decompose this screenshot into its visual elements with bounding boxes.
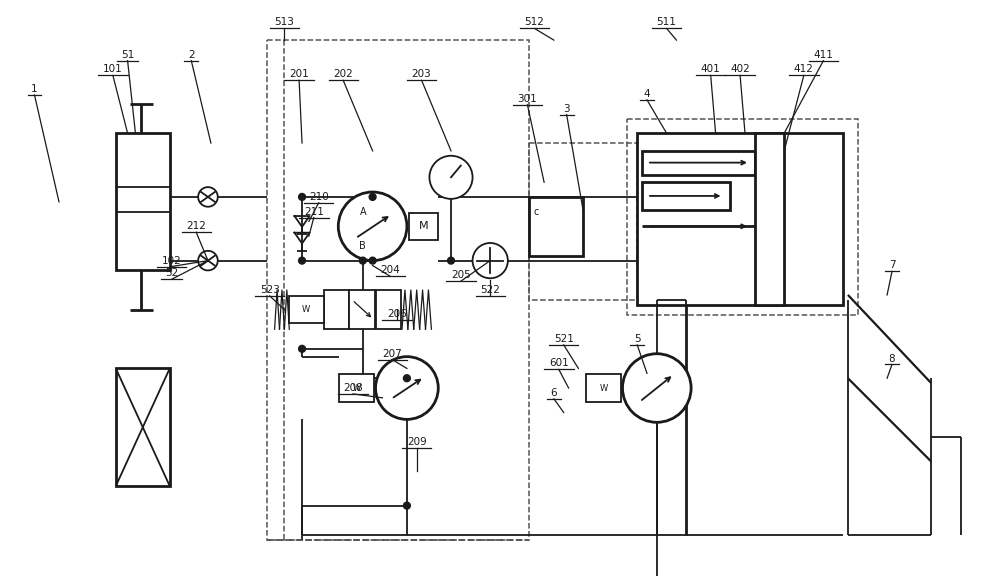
Text: M: M [419, 221, 428, 231]
Text: 523: 523 [260, 285, 280, 295]
Bar [324, 290, 349, 329]
Text: 210: 210 [309, 192, 329, 202]
Bar [627, 119, 858, 314]
Circle shape [198, 251, 218, 271]
Bar [409, 212, 438, 240]
Bar [529, 143, 637, 300]
Bar [267, 40, 529, 540]
Text: 205: 205 [451, 270, 471, 280]
Circle shape [299, 345, 305, 352]
Text: 101: 101 [103, 65, 123, 74]
Text: 102: 102 [162, 255, 182, 265]
Text: W: W [302, 305, 310, 314]
Text: 202: 202 [333, 69, 353, 79]
Circle shape [403, 502, 410, 509]
Text: 1: 1 [31, 84, 38, 94]
Circle shape [359, 257, 366, 264]
Circle shape [338, 192, 407, 261]
Text: 411: 411 [813, 49, 833, 60]
Bar [642, 182, 730, 210]
Bar [586, 374, 621, 402]
Text: 521: 521 [554, 334, 574, 344]
Text: 412: 412 [794, 65, 814, 74]
Text: 7: 7 [889, 260, 895, 271]
Circle shape [198, 187, 218, 207]
Circle shape [622, 354, 691, 423]
Text: 511: 511 [657, 17, 677, 27]
Bar [637, 133, 843, 305]
Bar [529, 197, 583, 255]
Text: W: W [353, 384, 361, 392]
Circle shape [448, 257, 454, 264]
Text: 601: 601 [549, 359, 569, 368]
Bar [642, 151, 755, 175]
Bar [339, 374, 374, 402]
Text: 301: 301 [518, 94, 537, 104]
Text: 512: 512 [524, 17, 544, 27]
Bar [376, 290, 401, 329]
Text: W: W [600, 384, 608, 392]
Text: 3: 3 [563, 104, 570, 113]
Text: 51: 51 [121, 49, 134, 60]
Circle shape [299, 257, 305, 264]
Text: 2: 2 [188, 49, 195, 60]
Text: 513: 513 [274, 17, 294, 27]
Circle shape [299, 193, 305, 200]
Circle shape [473, 243, 508, 278]
Text: 8: 8 [889, 353, 895, 364]
Bar [116, 368, 170, 486]
Text: 208: 208 [343, 383, 363, 393]
Circle shape [403, 375, 410, 382]
Text: 5: 5 [634, 334, 641, 344]
Bar [755, 133, 784, 305]
Circle shape [369, 193, 376, 200]
Text: 401: 401 [701, 65, 721, 74]
Text: 207: 207 [382, 349, 402, 359]
Text: 204: 204 [380, 265, 400, 275]
Bar [116, 133, 170, 271]
Circle shape [369, 257, 376, 264]
Text: 211: 211 [304, 207, 324, 217]
Bar [349, 290, 375, 329]
Circle shape [429, 156, 473, 199]
Text: 4: 4 [644, 89, 650, 99]
Text: 206: 206 [387, 310, 407, 320]
Text: 209: 209 [407, 437, 427, 447]
Text: 522: 522 [480, 285, 500, 295]
Text: 402: 402 [730, 65, 750, 74]
Text: 52: 52 [165, 268, 178, 278]
Text: 201: 201 [289, 69, 309, 79]
Text: 6: 6 [551, 388, 557, 398]
Bar [289, 296, 324, 324]
Text: B: B [359, 241, 366, 251]
Text: A: A [359, 207, 366, 217]
Text: 203: 203 [412, 69, 431, 79]
Text: c: c [534, 207, 539, 217]
Circle shape [376, 357, 438, 420]
Text: 212: 212 [186, 221, 206, 231]
